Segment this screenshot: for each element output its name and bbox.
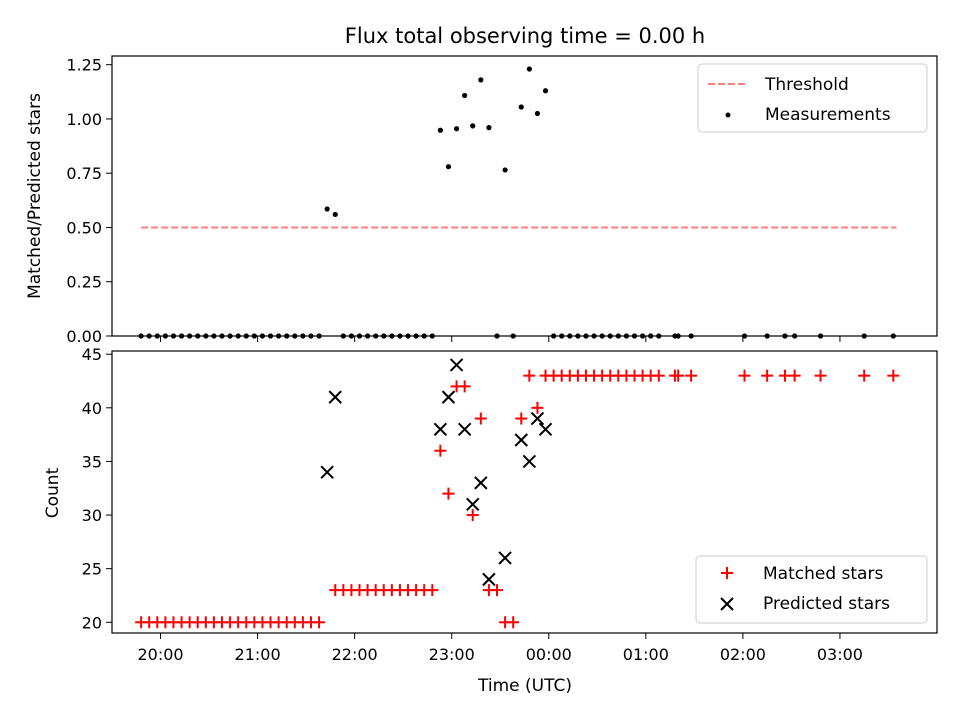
predicted-star-point bbox=[457, 422, 472, 436]
matched-star-point bbox=[814, 369, 827, 382]
bottom-legend: Matched stars Predicted stars bbox=[695, 555, 928, 624]
top-y-tick-label: 0.50 bbox=[66, 218, 102, 237]
top-y-tick-label: 1.25 bbox=[66, 56, 102, 75]
legend-measurements-label: Measurements bbox=[765, 105, 891, 125]
top-axes-frame bbox=[111, 55, 938, 337]
predicted-star-point bbox=[514, 433, 528, 447]
measurement-point bbox=[470, 123, 476, 129]
bottom-x-tick-label: 02:00 bbox=[720, 645, 766, 664]
matched-star-point bbox=[788, 369, 801, 382]
bottom-x-tick-label: 03:00 bbox=[817, 645, 863, 664]
predicted-star-point bbox=[433, 422, 448, 436]
measurement-point bbox=[462, 92, 468, 99]
bottom-plot-area bbox=[135, 358, 900, 629]
predicted-star-point bbox=[441, 390, 456, 404]
top-y-tick-label: 0.75 bbox=[66, 164, 102, 183]
matched-star-point bbox=[507, 616, 520, 629]
bottom-x-ticks: 20:00 21:00 22:00 23:00 00:00 01:00 02:00 03:00 bbox=[137, 633, 863, 664]
bottom-y-tick-label: 30 bbox=[82, 506, 102, 525]
matched-star-point bbox=[442, 487, 455, 500]
top-chart-title: Flux total observing time = 0.00 h bbox=[345, 24, 705, 48]
top-y-axis-label: Matched/Predicted stars bbox=[25, 93, 45, 299]
predicted-star-point bbox=[538, 422, 553, 436]
bottom-y-tick-label: 20 bbox=[82, 613, 102, 632]
measurement-point bbox=[478, 77, 484, 83]
bottom-y-ticks: 20 25 30 35 40 45 bbox=[82, 345, 112, 632]
bottom-x-tick-label: 23:00 bbox=[429, 645, 475, 664]
matched-star-point bbox=[858, 369, 871, 382]
matched-star-point bbox=[738, 369, 751, 382]
predicted-star-point bbox=[474, 476, 488, 490]
top-y-tick-label: 0.25 bbox=[66, 273, 102, 292]
measurement-point bbox=[502, 167, 508, 173]
measurement-point bbox=[518, 104, 524, 110]
legend-threshold-label: Threshold bbox=[764, 75, 849, 95]
bottom-y-tick-label: 25 bbox=[82, 560, 102, 579]
bottom-x-tick-label: 20:00 bbox=[137, 645, 183, 664]
top-y-tick-label: 0.00 bbox=[66, 327, 102, 346]
predicted-star-point bbox=[498, 551, 512, 565]
bottom-x-tick-label: 22:00 bbox=[332, 645, 378, 664]
bottom-y-tick-label: 35 bbox=[82, 452, 102, 471]
matched-star-point bbox=[685, 369, 698, 382]
measurement-point bbox=[453, 126, 460, 132]
predicted-star-point bbox=[466, 497, 480, 512]
predicted-star-point bbox=[328, 390, 342, 404]
matched-star-point bbox=[466, 509, 479, 522]
bottom-x-axis-label: Time (UTC) bbox=[477, 676, 572, 696]
matched-star-point bbox=[434, 444, 447, 457]
bottom-y-axis-label: Count bbox=[43, 467, 63, 518]
matched-star-point bbox=[515, 412, 528, 425]
bottom-x-tick-label: 01:00 bbox=[623, 645, 669, 664]
bottom-y-tick-label: 45 bbox=[82, 345, 102, 364]
measurement-point bbox=[445, 164, 452, 170]
measurement-point bbox=[332, 211, 338, 218]
measurement-point bbox=[437, 127, 443, 133]
matched-star-point bbox=[523, 369, 536, 382]
matched-star-point bbox=[313, 616, 326, 629]
legend-matched-label: Matched stars bbox=[763, 564, 883, 584]
legend-predicted-label: Predicted stars bbox=[763, 594, 890, 614]
matched-star-point bbox=[491, 584, 503, 597]
matched-star-point bbox=[474, 412, 487, 425]
legend-predicted-swatch bbox=[720, 597, 734, 611]
bottom-axes-frame bbox=[111, 350, 938, 634]
top-legend: Threshold Measurements bbox=[697, 63, 928, 133]
bottom-y-tick-label: 40 bbox=[82, 399, 102, 418]
legend-matched-swatch bbox=[721, 567, 733, 579]
matched-star-point bbox=[887, 369, 900, 382]
legend-measurements-swatch bbox=[725, 112, 731, 118]
measurement-point bbox=[324, 206, 330, 212]
matched-star-point bbox=[426, 584, 439, 597]
top-y-tick-label: 1.00 bbox=[66, 110, 102, 129]
matched-star-point bbox=[458, 380, 471, 393]
matched-star-point bbox=[531, 401, 544, 414]
top-x-ticks bbox=[160, 336, 841, 342]
measurement-point bbox=[526, 66, 532, 72]
bottom-legend-box bbox=[695, 555, 928, 624]
predicted-star-point bbox=[320, 465, 334, 479]
predicted-star-point bbox=[530, 411, 545, 426]
top-legend-box bbox=[697, 63, 928, 133]
bottom-x-tick-label: 00:00 bbox=[526, 645, 572, 664]
matched-star-point bbox=[672, 369, 685, 382]
bottom-x-tick-label: 21:00 bbox=[235, 645, 281, 664]
predicted-star-point bbox=[482, 572, 496, 587]
measurement-point bbox=[486, 125, 492, 131]
predicted-star-point bbox=[449, 358, 464, 372]
matched-star-point bbox=[652, 369, 665, 382]
top-y-ticks: 0.00 0.25 0.50 0.75 1.00 1.25 bbox=[66, 56, 112, 346]
matched-star-point bbox=[761, 369, 774, 382]
measurement-point bbox=[534, 110, 541, 117]
measurement-point bbox=[542, 88, 549, 94]
predicted-star-point bbox=[522, 454, 537, 469]
